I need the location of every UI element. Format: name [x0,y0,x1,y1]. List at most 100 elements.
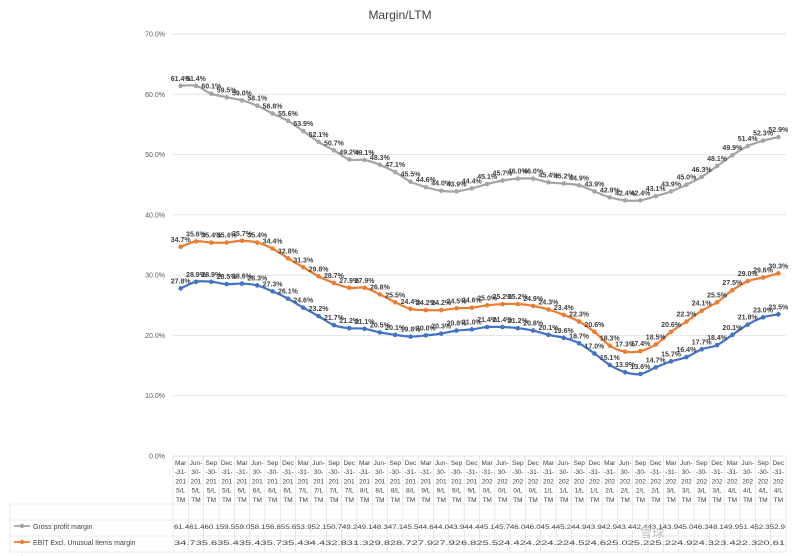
data-label: 23.4% [554,305,575,312]
data-point [454,306,459,311]
data-label: 21.8% [738,315,759,322]
data-label: 15.7% [661,351,682,358]
data-point [592,351,597,356]
data-label: 28.9% [201,272,222,279]
data-point [300,265,306,270]
data-point [285,296,291,301]
data-label: 31.3% [293,257,314,264]
data-label: 20.1% [539,325,560,332]
data-point [592,329,597,335]
data-label: 21.0% [462,319,483,326]
data-point [423,184,429,190]
data-point [546,307,551,312]
data-label: 18.5% [646,334,667,341]
y-tick-label: 30.0% [145,273,165,280]
data-point [346,157,352,162]
data-point [193,83,199,89]
data-point [622,349,628,355]
data-point [714,342,720,348]
data-label: 21.2% [339,318,360,325]
data-label: 27.3% [263,281,284,288]
data-label: 43.9% [661,181,682,188]
data-label: 23.2% [309,306,330,313]
data-point [760,275,766,280]
data-point [331,280,337,286]
data-label: 29.6% [753,268,774,275]
data-point [316,139,321,145]
data-point [714,163,720,169]
data-label: 28.7% [324,273,345,280]
data-label: 46.0% [523,169,544,176]
data-label: 53.9% [293,121,314,128]
data-point [254,240,260,245]
data-point [530,303,536,309]
data-label: 52.1% [309,132,330,139]
data-label: 19.8% [401,327,422,334]
data-point [331,148,337,153]
data-label: 23.0% [753,307,774,314]
data-point [239,238,245,244]
y-tick-label: 20.0% [145,333,165,340]
data-point [454,189,459,194]
data-label: 24.4% [401,299,422,306]
data-point [270,111,275,116]
data-label: 49.2% [339,149,360,156]
data-label: 61.4% [186,76,207,83]
data-label: 44.9% [569,175,590,182]
x-tick-label: Mar -31-201 7/L TM [297,460,309,504]
data-point [745,278,750,284]
data-label: 14.7% [646,357,667,364]
x-tick-label: Mar -31-201 6/L TM [236,460,248,504]
data-point [760,315,766,320]
data-point [178,244,183,250]
data-point [423,333,429,338]
x-tick-label: Mar -31-201 5/L TM [175,460,187,504]
data-label: 51.4% [738,136,759,143]
data-label: 45.4% [539,172,560,179]
data-point [684,354,689,360]
data-point [423,307,429,313]
data-point [576,340,582,346]
data-label: 20.8% [523,321,544,328]
data-label: 27.9% [339,278,360,285]
x-tick-label: Dec -31-202 1/L TM [589,460,601,504]
watermark-text: 雪球 [640,526,664,540]
data-label: 42.4% [615,190,636,197]
data-label: 17.0% [585,344,606,351]
data-point [668,329,674,335]
data-label: 26.1% [278,289,299,296]
x-tick-label: Dec -31-202 4/L TM [773,460,785,504]
data-point [454,328,459,333]
x-tick-label: Dec -31-202 2/L TM [650,460,662,504]
data-point [638,371,643,377]
x-tick-label: Dec -31-202 0/L TM [527,460,539,504]
data-label: 45.1% [477,174,498,181]
data-point [776,312,781,317]
data-point [300,128,306,134]
x-tick-label: Jun-30-202 3/L TM [680,460,693,504]
data-point [622,369,628,375]
data-label: 18.4% [707,335,728,342]
data-label: 22.3% [569,312,590,319]
data-point [392,332,398,338]
data-point [254,283,260,288]
data-label: 44.4% [462,178,483,185]
data-label: 25.0% [477,295,498,302]
data-point [469,186,475,191]
data-point [607,343,613,348]
data-label: 48.3% [370,155,391,162]
data-point [316,313,321,319]
data-label: 23.5% [768,304,789,311]
data-label: 52.9% [768,127,789,134]
data-point [546,180,551,185]
data-label: 18.3% [600,336,621,343]
data-label: 61.4% [171,76,192,83]
data-label: 45.7% [493,170,514,177]
data-label: 42.9% [600,187,621,194]
data-label: 45.2% [554,174,575,181]
data-label: 20.0% [416,325,437,332]
data-label: 20.3% [431,324,452,331]
data-point [392,169,398,175]
data-point [239,281,245,286]
